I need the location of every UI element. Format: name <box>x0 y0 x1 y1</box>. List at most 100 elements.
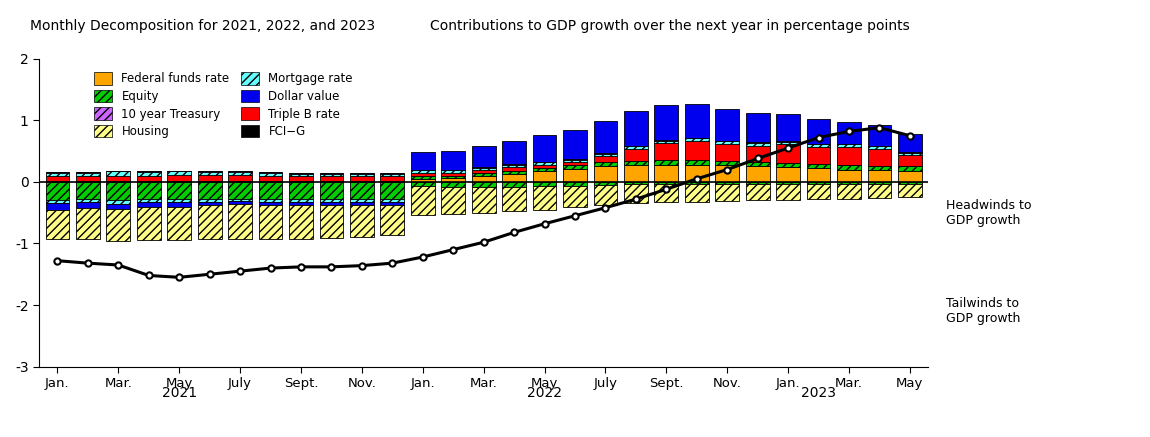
Bar <box>898 156 922 166</box>
Bar <box>564 159 586 160</box>
Bar <box>624 161 647 165</box>
Bar <box>837 147 861 165</box>
Bar <box>46 182 69 200</box>
Bar <box>715 144 739 161</box>
Bar <box>837 165 861 170</box>
Bar <box>381 199 404 201</box>
Bar <box>806 168 830 182</box>
Bar <box>289 181 313 182</box>
Bar <box>898 182 922 184</box>
Bar <box>442 178 465 182</box>
Bar <box>806 144 830 147</box>
Bar <box>411 173 435 177</box>
Bar <box>198 199 222 201</box>
Bar <box>776 163 800 167</box>
Bar <box>715 184 739 201</box>
Bar <box>776 141 800 142</box>
Bar <box>746 166 769 182</box>
Bar <box>624 149 647 161</box>
Bar <box>867 146 891 149</box>
Bar <box>259 176 283 181</box>
Bar <box>472 173 496 177</box>
Bar <box>685 165 708 182</box>
Bar <box>442 170 465 173</box>
Bar <box>411 170 435 173</box>
Bar <box>442 173 465 176</box>
Bar <box>654 143 678 160</box>
Bar <box>228 171 252 172</box>
Bar <box>837 184 861 198</box>
Bar <box>776 167 800 182</box>
Bar <box>259 205 283 239</box>
Bar <box>715 161 739 165</box>
Bar <box>472 168 496 170</box>
Bar <box>532 182 557 186</box>
Bar <box>259 181 283 182</box>
Bar <box>776 184 800 200</box>
Bar <box>593 185 618 205</box>
Bar <box>806 119 830 144</box>
Bar <box>564 182 586 186</box>
Bar <box>746 142 769 143</box>
Bar <box>715 109 739 141</box>
Bar <box>532 168 557 171</box>
Bar <box>898 134 922 153</box>
Bar <box>168 182 191 199</box>
Bar <box>776 114 800 141</box>
Bar <box>107 204 130 209</box>
Bar <box>837 182 861 184</box>
Bar <box>564 186 586 207</box>
Bar <box>776 142 800 144</box>
Bar <box>624 111 647 146</box>
Bar <box>532 171 557 182</box>
Bar <box>381 177 404 181</box>
Bar <box>320 177 344 181</box>
Bar <box>228 198 252 201</box>
Bar <box>76 181 100 182</box>
Bar <box>228 175 252 181</box>
Bar <box>76 182 100 199</box>
Bar <box>259 173 283 176</box>
Bar <box>472 182 496 187</box>
Bar <box>746 143 769 146</box>
Bar <box>107 182 130 200</box>
Bar <box>654 160 678 165</box>
Bar <box>624 184 647 204</box>
Bar <box>837 170 861 182</box>
Bar <box>564 165 586 169</box>
Text: Tailwinds to
GDP growth: Tailwinds to GDP growth <box>946 297 1020 325</box>
Bar <box>685 104 708 138</box>
Bar <box>198 181 222 182</box>
Bar <box>503 171 526 174</box>
Bar <box>593 156 618 162</box>
Bar <box>198 175 222 181</box>
Bar <box>46 200 69 204</box>
Bar <box>685 141 708 160</box>
Bar <box>289 177 313 181</box>
Bar <box>411 180 435 182</box>
Bar <box>564 169 586 182</box>
Bar <box>76 202 100 208</box>
Bar <box>381 201 404 205</box>
Bar <box>228 181 252 182</box>
Bar <box>46 204 69 210</box>
Bar <box>715 182 739 184</box>
Bar <box>320 205 344 238</box>
Bar <box>168 199 191 202</box>
Bar <box>746 184 769 200</box>
Bar <box>503 174 526 182</box>
Bar <box>198 201 222 205</box>
Bar <box>806 184 830 199</box>
Bar <box>685 160 708 165</box>
Bar <box>320 173 344 174</box>
Bar <box>503 164 526 165</box>
Bar <box>746 113 769 142</box>
Bar <box>898 184 922 197</box>
Bar <box>685 184 708 201</box>
Legend: Federal funds rate, Equity, 10 year Treasury, Housing, Mortgage rate, Dollar val: Federal funds rate, Equity, 10 year Trea… <box>90 68 358 143</box>
Bar <box>350 201 374 205</box>
Bar <box>898 153 922 156</box>
Bar <box>776 144 800 163</box>
Bar <box>381 205 404 236</box>
Text: Headwinds to
GDP growth: Headwinds to GDP growth <box>946 199 1032 227</box>
